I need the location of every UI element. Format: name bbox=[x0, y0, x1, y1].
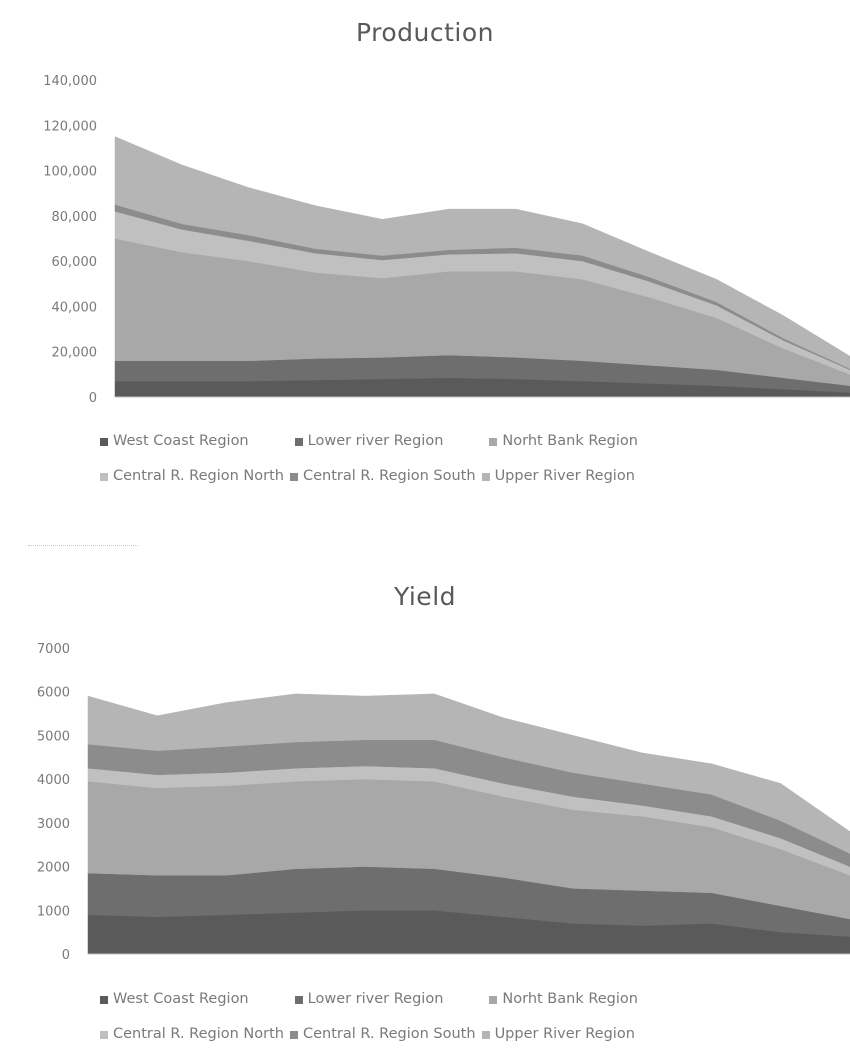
production-chart: Production 0 20,000 40,000 60,000 80,000 100,… bbox=[0, 0, 850, 520]
y-tick-label: 140,000 bbox=[43, 74, 97, 89]
legend-label: West Coast Region bbox=[113, 991, 249, 1007]
legend-item: West Coast Region bbox=[100, 982, 249, 1017]
legend-swatch bbox=[100, 437, 108, 446]
legend-label: Central R. Region North bbox=[113, 1026, 284, 1042]
legend-swatch bbox=[289, 472, 298, 481]
y-tick-label: 40,000 bbox=[52, 300, 98, 315]
legend-item: Central R. Region South bbox=[289, 459, 476, 494]
chart-title: Production bbox=[355, 18, 494, 47]
legend-swatch bbox=[481, 472, 490, 481]
area-layer-6 bbox=[114, 136, 850, 369]
legend-item: West Coast Region bbox=[100, 424, 249, 459]
legend-label: West Coast Region bbox=[113, 433, 249, 449]
legend-item: Lower river Region bbox=[294, 424, 444, 459]
yield-plot: 0 1000 2000 3000 4000 5000 6000 7000 bbox=[37, 642, 850, 963]
y-tick-label: 5000 bbox=[37, 729, 70, 744]
legend-swatch bbox=[294, 437, 303, 446]
legend-swatch bbox=[294, 995, 303, 1004]
y-tick-label: 0 bbox=[89, 391, 97, 406]
y-tick-label: 2000 bbox=[37, 861, 70, 876]
legend-row: West Coast Region Lower river Region Nor… bbox=[100, 424, 800, 459]
legend-item: Upper River Region bbox=[481, 1017, 635, 1052]
legend-item: Upper River Region bbox=[481, 459, 635, 494]
legend-label: Upper River Region bbox=[494, 1026, 635, 1042]
yield-legend: West Coast Region Lower river Region Nor… bbox=[100, 982, 800, 1052]
legend-item: Norht Bank Region bbox=[489, 982, 638, 1017]
divider-mark bbox=[28, 545, 138, 548]
chart-title: Yield bbox=[393, 582, 457, 611]
legend-item: Norht Bank Region bbox=[489, 424, 638, 459]
legend-item: Central R. Region North bbox=[100, 1017, 284, 1052]
yield-chart: Yield 0 1000 2000 3000 4000 5000 6000 7000 West… bbox=[0, 560, 850, 1060]
y-tick-label: 60,000 bbox=[52, 255, 98, 270]
y-tick-label: 4000 bbox=[37, 773, 70, 788]
legend-label: Central R. Region South bbox=[302, 468, 476, 484]
legend-item: Central R. Region North bbox=[100, 459, 284, 494]
legend-label: Upper River Region bbox=[494, 468, 635, 484]
legend-item: Central R. Region South bbox=[289, 1017, 476, 1052]
y-tick-label: 1000 bbox=[37, 904, 70, 919]
area-layer-6 bbox=[87, 693, 850, 854]
legend-swatch bbox=[100, 995, 108, 1004]
legend-label: Norht Bank Region bbox=[502, 433, 638, 449]
legend-row: West Coast Region Lower river Region Nor… bbox=[100, 982, 800, 1017]
legend-swatch bbox=[100, 1030, 108, 1039]
y-tick-label: 100,000 bbox=[43, 165, 97, 180]
legend-label: Central R. Region South bbox=[302, 1026, 476, 1042]
legend-swatch bbox=[100, 472, 108, 481]
legend-swatch bbox=[489, 995, 498, 1004]
legend-label: Lower river Region bbox=[307, 991, 444, 1007]
legend-swatch bbox=[289, 1030, 298, 1039]
y-tick-label: 3000 bbox=[37, 817, 70, 832]
y-tick-label: 7000 bbox=[37, 642, 70, 657]
legend-swatch bbox=[489, 437, 498, 446]
legend-row: Central R. Region North Central R. Regio… bbox=[100, 1017, 800, 1052]
legend-row: Central R. Region North Central R. Regio… bbox=[100, 459, 800, 494]
y-tick-label: 120,000 bbox=[43, 119, 97, 134]
legend-label: Norht Bank Region bbox=[502, 991, 638, 1007]
y-tick-label: 0 bbox=[62, 948, 70, 963]
y-tick-label: 20,000 bbox=[52, 346, 98, 361]
legend-swatch bbox=[481, 1030, 490, 1039]
y-tick-label: 6000 bbox=[37, 686, 70, 701]
legend-label: Lower river Region bbox=[307, 433, 444, 449]
production-plot: 0 20,000 40,000 60,000 80,000 100,000 120,000 1… bbox=[43, 74, 850, 406]
y-tick-label: 80,000 bbox=[52, 210, 98, 225]
legend-label: Central R. Region North bbox=[113, 468, 284, 484]
production-legend: West Coast Region Lower river Region Nor… bbox=[100, 424, 800, 494]
legend-item: Lower river Region bbox=[294, 982, 444, 1017]
